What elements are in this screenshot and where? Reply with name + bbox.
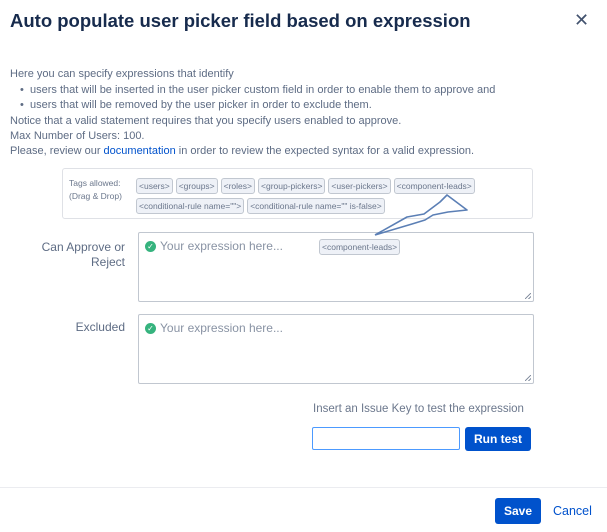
dragged-tag-component-leads[interactable]: <component-leads> [319,239,401,255]
dialog-title: Auto populate user picker field based on… [10,10,471,31]
can-approve-label-line1: Can Approve or [41,240,125,254]
can-approve-label-line2: Reject [90,255,125,269]
run-test-button[interactable]: Run test [465,427,531,451]
approve-placeholder: Your expression here... [160,239,283,253]
review-prefix: Please, review our [10,145,104,157]
intro-bullet: users that will be removed by the user p… [20,99,372,111]
drag-drop-hint: (Drag & Drop) [69,191,122,201]
tag-conditional-rule[interactable]: <conditional-rule name=""> [136,198,245,214]
tags-label: Tags allowed: [69,178,121,188]
tag-component-leads[interactable]: <component-leads> [393,178,475,194]
footer-divider [0,487,607,488]
excluded-placeholder: Your expression here... [160,321,283,335]
tags-panel: Tags allowed: (Drag & Drop) <users> <grou… [62,168,533,219]
cancel-button[interactable]: Cancel [553,504,592,518]
tag-group-pickers[interactable]: <group-pickers> [258,178,326,194]
review-suffix: in order to review the expected syntax f… [175,145,475,157]
tag-conditional-rule-is-false[interactable]: <conditional-rule name="" is-false> [247,198,385,214]
close-icon[interactable]: ✕ [574,10,590,30]
tag-roles[interactable]: <roles> [220,178,255,194]
save-button[interactable]: Save [495,498,541,524]
can-approve-expression-input[interactable]: ✓ Your expression here... <component-lead… [138,232,534,302]
max-users-text: Max Number of Users: 100. [10,130,145,142]
test-label: Insert an Issue Key to test the expressi… [313,403,524,415]
tag-groups[interactable]: <groups> [175,178,218,194]
documentation-link[interactable]: documentation [103,145,176,157]
excluded-expression-input[interactable]: ✓ Your expression here... [138,314,534,384]
intro-bullet: users that will be inserted in the user … [20,84,495,96]
valid-check-icon: ✓ [145,240,156,252]
intro-text: Here you can specify expressions that id… [10,68,234,80]
excluded-label: Excluded [75,320,125,334]
review-text: Please, review our documentation in orde… [10,145,474,157]
notice-text: Notice that a valid statement requires t… [10,115,402,127]
resize-handle-icon[interactable] [525,375,531,381]
tag-users[interactable]: <users> [136,178,173,194]
issue-key-input[interactable] [312,427,460,450]
resize-handle-icon[interactable] [525,293,531,299]
valid-check-icon: ✓ [145,322,156,334]
can-approve-label: Can Approve or Reject [10,240,125,270]
tag-user-pickers[interactable]: <user-pickers> [328,178,391,194]
